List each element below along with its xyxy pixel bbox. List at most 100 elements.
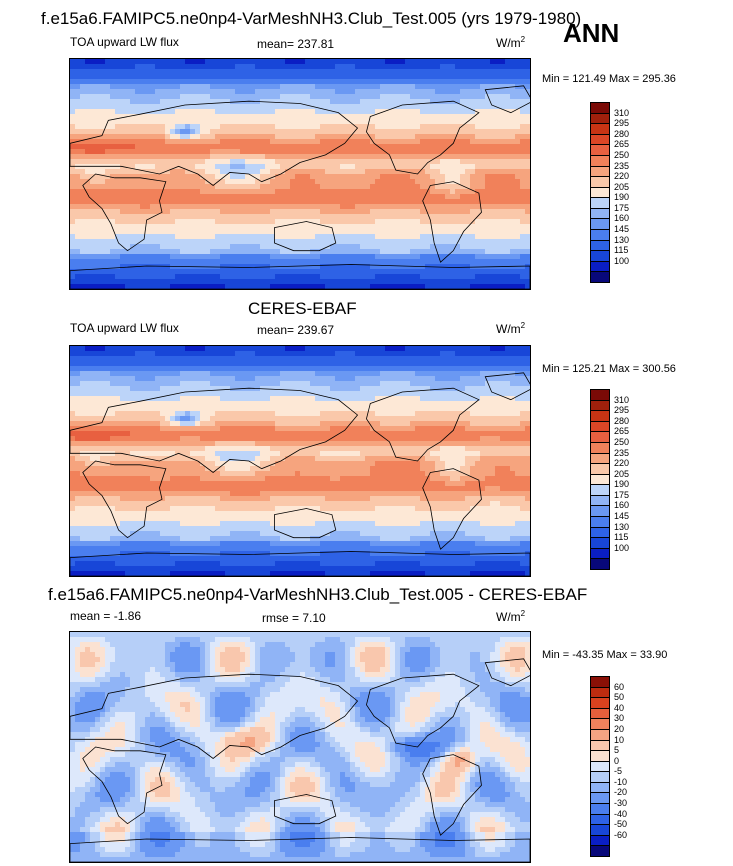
field-cell xyxy=(120,59,126,65)
field-cell xyxy=(350,114,356,120)
field-cell xyxy=(340,84,346,90)
field-cell xyxy=(525,254,530,260)
field-cell xyxy=(520,179,526,185)
field-cell xyxy=(500,254,506,260)
field-cell xyxy=(310,249,316,255)
field-cell xyxy=(455,134,461,140)
field-cell xyxy=(235,264,241,270)
field-cell xyxy=(160,264,166,270)
field-cell xyxy=(430,361,436,367)
field-cell xyxy=(390,74,396,80)
field-cell xyxy=(305,274,311,280)
field-cell xyxy=(180,129,186,135)
field-cell xyxy=(520,134,526,140)
field-cell xyxy=(235,84,241,90)
field-cell xyxy=(140,209,146,215)
field-cell xyxy=(500,229,506,235)
field-cell xyxy=(495,229,501,235)
colorbar-swatch xyxy=(590,186,610,199)
field-cell xyxy=(470,371,476,377)
field-cell xyxy=(220,361,226,367)
field-cell xyxy=(475,224,481,230)
field-cell xyxy=(220,154,226,160)
field-cell xyxy=(510,164,516,170)
field-cell xyxy=(195,346,201,352)
field-cell xyxy=(155,129,161,135)
field-cell xyxy=(215,371,221,377)
field-cell xyxy=(485,179,491,185)
field-cell xyxy=(420,219,426,225)
colorbar-level-label: 295 xyxy=(614,118,630,129)
field-cell xyxy=(445,219,451,225)
field-cell xyxy=(445,184,451,190)
field-cell xyxy=(115,214,121,220)
field-cell xyxy=(100,94,106,100)
field-cell xyxy=(290,174,296,180)
field-cell xyxy=(455,361,461,367)
field-cell xyxy=(475,371,481,377)
field-cell xyxy=(415,194,421,200)
field-cell xyxy=(385,99,391,105)
field-cell xyxy=(415,279,421,285)
field-cell xyxy=(80,204,86,210)
field-cell xyxy=(250,114,256,120)
field-cell xyxy=(270,376,276,382)
field-cell xyxy=(365,356,371,362)
field-cell xyxy=(300,249,306,255)
field-cell xyxy=(240,244,246,250)
field-cell xyxy=(365,144,371,150)
field-cell xyxy=(250,214,256,220)
field-cell xyxy=(290,184,296,190)
field-cell xyxy=(310,139,316,145)
field-cell xyxy=(430,109,436,115)
field-cell xyxy=(280,284,286,289)
field-cell xyxy=(455,219,461,225)
field-cell xyxy=(430,214,436,220)
field-cell xyxy=(145,79,151,85)
field-cell xyxy=(235,361,241,367)
field-cell xyxy=(340,244,346,250)
field-cell xyxy=(170,124,176,130)
field-cell xyxy=(295,84,301,90)
field-cell xyxy=(290,264,296,270)
field-cell xyxy=(380,194,386,200)
field-cell xyxy=(115,184,121,190)
field-cell xyxy=(180,376,186,382)
field-cell xyxy=(115,269,121,275)
field-cell xyxy=(335,134,341,140)
field-cell xyxy=(225,169,231,175)
field-cell xyxy=(180,109,186,115)
field-cell xyxy=(250,189,256,195)
field-cell xyxy=(230,259,236,265)
field-cell xyxy=(475,219,481,225)
field-cell xyxy=(70,74,76,80)
field-cell xyxy=(210,74,216,80)
field-cell xyxy=(415,371,421,377)
field-cell xyxy=(385,269,391,275)
field-cell xyxy=(75,84,81,90)
field-cell xyxy=(480,234,486,240)
field-cell xyxy=(240,224,246,230)
field-cell xyxy=(130,199,136,205)
field-cell xyxy=(315,381,321,387)
field-cell xyxy=(205,204,211,210)
field-cell xyxy=(300,209,306,215)
field-cell xyxy=(285,366,291,372)
field-cell xyxy=(215,184,221,190)
field-cell xyxy=(365,269,371,275)
field-cell xyxy=(525,351,530,357)
field-cell xyxy=(500,224,506,230)
field-cell xyxy=(515,104,521,110)
field-cell xyxy=(155,219,161,225)
field-cell xyxy=(395,129,401,135)
field-cell xyxy=(220,224,226,230)
field-cell xyxy=(220,219,226,225)
field-cell xyxy=(280,104,286,110)
field-cell xyxy=(255,194,261,200)
field-cell xyxy=(215,229,221,235)
field-cell xyxy=(75,264,81,270)
field-cell xyxy=(150,264,156,270)
field-cell xyxy=(385,274,391,280)
field-cell xyxy=(260,124,266,130)
field-cell xyxy=(190,249,196,255)
